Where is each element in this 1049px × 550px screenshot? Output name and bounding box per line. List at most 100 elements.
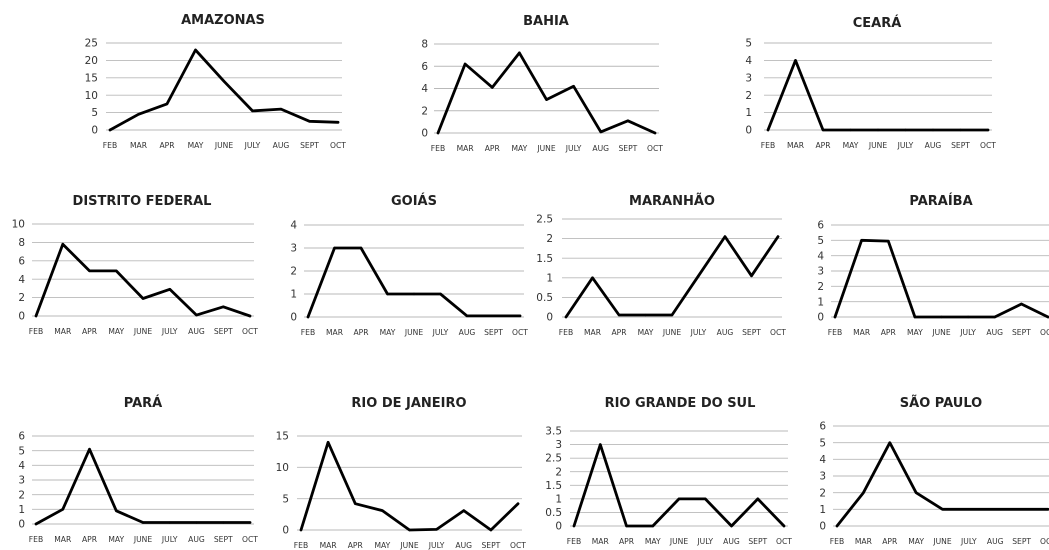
- y-tick-label: 0: [555, 521, 562, 533]
- data-point: [412, 292, 416, 296]
- x-tick-label: MAR: [787, 141, 805, 150]
- x-tick-label: FEB: [431, 144, 445, 153]
- x-tick-label: AUG: [273, 141, 290, 150]
- x-tick-label: AUG: [188, 327, 205, 336]
- chart-panel: RIO GRANDE DO SUL 0 0.5 11.5 22.5 33.5 FEB MAR A…: [545, 396, 792, 546]
- data-point: [993, 315, 996, 319]
- y-tick-label: 2: [18, 489, 25, 501]
- y-tick-label: 6: [819, 421, 826, 433]
- y-tick-label: 4: [18, 460, 25, 472]
- chart-title: GOIÁS: [391, 193, 437, 209]
- data-point: [904, 128, 907, 132]
- y-tick-label: 1: [290, 289, 297, 301]
- chart-title: BAHIA: [523, 14, 569, 29]
- x-tick-label: JULY: [565, 144, 582, 153]
- x-tick-label: JULY: [897, 141, 914, 150]
- y-tick-label: 2: [817, 281, 824, 293]
- x-tick-label: APR: [82, 535, 98, 544]
- x-tick-label: JULY: [696, 537, 713, 546]
- y-tick-label: 1.5: [545, 480, 562, 492]
- data-point: [491, 86, 494, 89]
- data-point: [381, 509, 384, 512]
- data-point: [308, 120, 311, 123]
- chart-title: SÃO PAULO: [900, 395, 982, 411]
- x-tick-label: JULY: [690, 328, 707, 337]
- x-tick-label: APR: [82, 327, 98, 336]
- x-tick-label: MAY: [188, 141, 204, 150]
- data-point: [137, 113, 140, 116]
- data-point: [359, 246, 363, 250]
- y-tick-label: 5: [745, 38, 752, 50]
- chart-title: PARAÍBA: [909, 193, 972, 209]
- data-point: [723, 235, 727, 238]
- data-point: [518, 51, 521, 55]
- data-point: [435, 528, 438, 531]
- data-point: [756, 497, 759, 501]
- y-tick-label: 0: [546, 312, 553, 324]
- x-tick-label: FEB: [828, 328, 842, 337]
- y-tick-label: 1: [817, 296, 824, 308]
- x-tick-label: JULY: [161, 327, 178, 336]
- x-tick-label: MAY: [374, 541, 390, 550]
- x-tick-label: APR: [619, 537, 635, 546]
- chart-title: RIO GRANDE DO SUL: [605, 396, 756, 411]
- y-tick-label: 0: [421, 128, 428, 140]
- data-point: [914, 491, 918, 494]
- x-tick-label: SEPT: [481, 541, 500, 550]
- data-point: [88, 448, 91, 451]
- y-tick-label: 2: [18, 292, 25, 304]
- series-line: [833, 238, 1049, 319]
- data-point: [986, 128, 990, 132]
- x-tick-label: JULY: [161, 535, 178, 544]
- x-tick-label: JUNE: [133, 327, 152, 336]
- y-tick-label: 5: [91, 107, 98, 119]
- chart-panel: CEARÁ 0 1 2 3 4 5 FEB MAR APR MAY JUNE JULY AUG SEPT OC…: [745, 15, 996, 150]
- x-tick-label: OCT: [980, 141, 996, 150]
- x-tick-label: OCT: [242, 327, 258, 336]
- y-tick-label: 6: [421, 61, 428, 73]
- x-tick-label: MAR: [457, 144, 475, 153]
- data-point: [835, 524, 839, 528]
- data-point: [966, 315, 970, 319]
- y-tick-label: 10: [12, 219, 25, 231]
- y-tick-label: 2: [290, 266, 297, 278]
- data-point: [572, 524, 576, 528]
- x-tick-label: SEPT: [618, 144, 637, 153]
- x-tick-label: AUG: [925, 141, 942, 150]
- x-tick-label: MAR: [855, 537, 873, 546]
- data-point: [34, 314, 38, 318]
- data-point: [61, 508, 64, 511]
- data-point: [750, 274, 753, 278]
- series-line: [835, 441, 1049, 528]
- y-tick-label: 2: [745, 90, 752, 102]
- data-point: [222, 80, 226, 83]
- chart-panel: MARANHÃO 0 0.5 1 1.5 2 2.5 FEB MAR APR MAY JUNE JULY…: [536, 193, 786, 337]
- y-tick-label: 1: [745, 107, 752, 119]
- y-tick-label: 2: [819, 487, 826, 499]
- x-tick-label: SEPT: [742, 328, 761, 337]
- y-tick-label: 0: [745, 125, 752, 137]
- x-tick-label: MAY: [108, 535, 124, 544]
- data-point: [194, 48, 197, 52]
- data-point: [518, 314, 522, 318]
- y-tick-label: 10: [276, 462, 289, 474]
- series-line: [306, 246, 522, 319]
- x-tick-label: FEB: [761, 141, 775, 150]
- x-tick-label: FEB: [29, 327, 43, 336]
- data-point: [959, 128, 962, 132]
- x-tick-label: JULY: [432, 328, 449, 337]
- data-point: [821, 128, 825, 132]
- x-tick-label: MAY: [380, 328, 396, 337]
- y-tick-label: 8: [421, 39, 428, 51]
- y-tick-label: 0: [18, 311, 25, 323]
- x-tick-label: JULY: [959, 328, 976, 337]
- data-point: [168, 521, 171, 524]
- x-tick-label: OCT: [647, 144, 663, 153]
- x-tick-label: SEPT: [214, 535, 233, 544]
- y-tick-label: 1: [546, 272, 553, 284]
- x-tick-label: OCT: [330, 141, 346, 150]
- y-tick-label: 2: [546, 233, 553, 245]
- chart-panel: RIO DE JANEIRO 0 5 10 15 FEB MAR APR MAY JUNE JULY…: [276, 396, 527, 550]
- y-tick-label: 25: [85, 38, 98, 50]
- x-tick-label: JUNE: [662, 328, 681, 337]
